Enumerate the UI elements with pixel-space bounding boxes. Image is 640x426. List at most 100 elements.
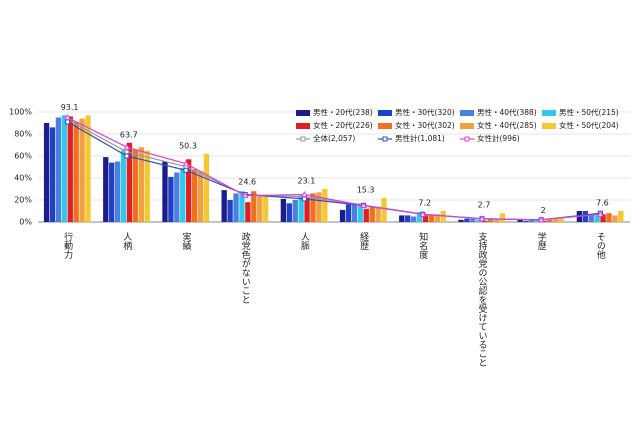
bar xyxy=(612,215,618,222)
bar xyxy=(499,213,506,222)
bar xyxy=(547,219,553,222)
x-tick-label: 支持政党の公認を受けていること xyxy=(477,231,488,367)
bar xyxy=(600,214,606,222)
bar xyxy=(345,204,352,222)
bar xyxy=(304,197,310,222)
bar xyxy=(292,200,298,222)
y-tick-label: 40% xyxy=(14,174,32,183)
bar xyxy=(79,118,85,222)
bar xyxy=(197,171,204,222)
bar xyxy=(351,204,358,222)
legend-swatch xyxy=(296,123,310,129)
bar xyxy=(339,209,346,222)
bar xyxy=(221,190,227,222)
marker xyxy=(301,196,307,202)
bar xyxy=(227,200,233,222)
y-tick-label: 100% xyxy=(9,108,32,117)
data-label: 24.6 xyxy=(238,178,256,187)
bar xyxy=(482,220,488,222)
bar xyxy=(529,219,535,222)
bar xyxy=(186,159,192,222)
data-label: 2 xyxy=(541,206,546,215)
x-tick-label: 実績 xyxy=(181,231,192,251)
bar xyxy=(487,218,494,222)
bar xyxy=(180,168,186,222)
marker xyxy=(183,167,189,173)
bar xyxy=(262,195,269,222)
x-tick-label: 経歴 xyxy=(358,231,369,251)
data-label: 63.7 xyxy=(120,130,138,139)
legend-label: 男性計(1,081) xyxy=(395,133,445,143)
y-tick-label: 0% xyxy=(19,218,32,227)
x-tick-label: その他 xyxy=(595,232,606,260)
bar xyxy=(168,176,174,222)
legend-label: 女性・20代(226) xyxy=(313,120,373,130)
bar xyxy=(280,198,287,222)
bar xyxy=(114,161,121,222)
legend-label: 男性・20代(238) xyxy=(313,107,373,117)
marker xyxy=(65,119,71,125)
bar xyxy=(203,153,210,222)
bar xyxy=(239,191,245,222)
legend-swatch xyxy=(296,110,310,116)
bar xyxy=(363,208,369,222)
bar xyxy=(322,189,328,222)
data-label: 50.3 xyxy=(179,141,197,150)
bar xyxy=(251,191,257,222)
bar xyxy=(493,219,500,222)
bar xyxy=(422,215,429,222)
bar xyxy=(357,203,363,222)
bar xyxy=(517,219,523,222)
bar xyxy=(162,161,168,222)
bar xyxy=(73,121,79,222)
legend-label: 女性・50代(204) xyxy=(559,120,619,130)
y-tick-label: 20% xyxy=(14,196,32,205)
bar xyxy=(476,219,482,222)
marker xyxy=(123,143,131,150)
legend-label: 男性・50代(215) xyxy=(559,107,619,117)
legend-label: 女性計(996) xyxy=(477,133,520,143)
bar xyxy=(310,193,316,222)
legend: 男性・20代(238) 男性・30代(320) 男性・40代(388) 男性・50代(… xyxy=(296,107,619,143)
bar xyxy=(174,172,180,222)
bar xyxy=(233,193,239,222)
bar xyxy=(594,215,600,222)
marker xyxy=(64,113,71,120)
bar xyxy=(375,206,381,222)
bar xyxy=(132,149,139,222)
x-tick-label: 行動力 xyxy=(62,231,73,260)
legend-swatch xyxy=(542,110,556,116)
bar xyxy=(61,115,67,222)
bar xyxy=(588,214,594,222)
data-label: 93.1 xyxy=(61,103,79,112)
legend-swatch xyxy=(542,123,556,129)
marker xyxy=(182,160,190,167)
data-label: 7.6 xyxy=(596,199,609,208)
bar xyxy=(85,115,91,222)
legend-label: 女性・30代(302) xyxy=(395,120,455,130)
bar xyxy=(458,219,464,222)
bar xyxy=(405,215,411,222)
bar xyxy=(298,195,304,222)
line xyxy=(67,116,601,221)
data-label: 15.3 xyxy=(357,185,375,194)
x-tick-label: 人脈 xyxy=(299,232,310,251)
legend-swatch xyxy=(464,136,470,142)
bar xyxy=(49,127,56,222)
bar xyxy=(434,214,440,222)
bar xyxy=(416,212,423,222)
bar xyxy=(582,211,588,222)
legend-label: 全体(2,057) xyxy=(313,133,355,143)
bar xyxy=(316,192,322,222)
bar xyxy=(464,218,470,222)
legend-swatch xyxy=(378,110,392,116)
y-tick-label: 80% xyxy=(14,130,32,139)
x-tick-label: 政党色がないこと xyxy=(240,231,251,304)
marker xyxy=(478,215,486,222)
bar xyxy=(381,197,387,222)
data-label: 2.7 xyxy=(478,201,491,210)
bar xyxy=(191,169,198,222)
bar xyxy=(138,147,144,222)
